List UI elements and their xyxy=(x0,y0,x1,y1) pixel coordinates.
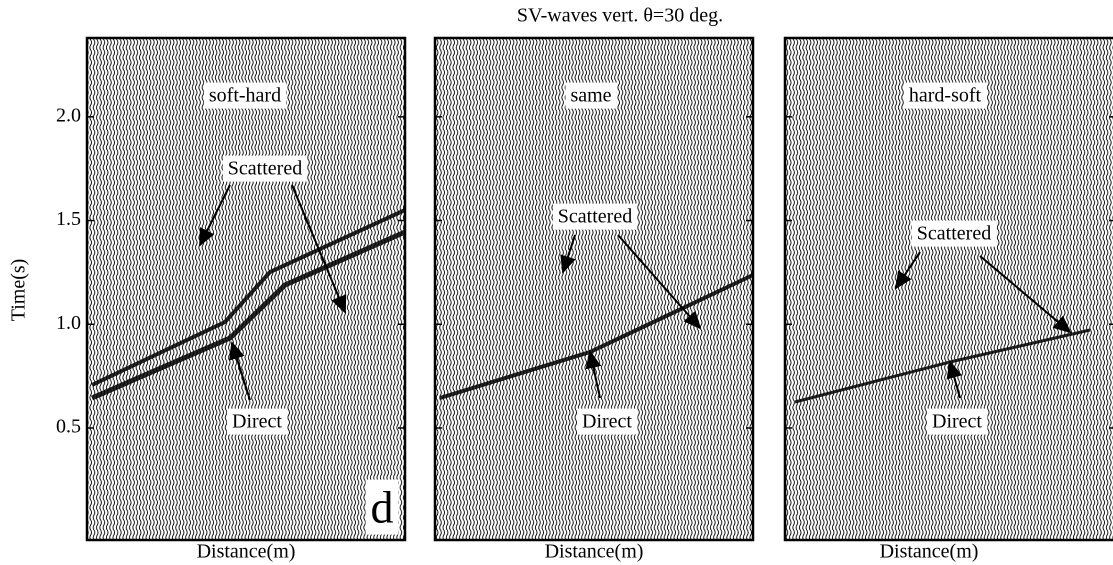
wiggle-traces xyxy=(785,38,1113,540)
x-axis-label: Distance(m) xyxy=(197,541,296,563)
y-tick-label: 1.5 xyxy=(56,208,81,230)
annotation: Direct xyxy=(932,411,982,433)
panel-label: hard-soft xyxy=(909,85,982,107)
wiggle-traces xyxy=(87,38,405,540)
figure: SV-waves vert. θ=30 deg. 0.5 1.0 1.5 2.0 Dis… xyxy=(0,0,1113,565)
panels xyxy=(87,38,1113,540)
x-axis-label: Distance(m) xyxy=(880,541,979,563)
panel-letter: d xyxy=(371,482,394,533)
annotation: Direct xyxy=(582,411,632,433)
wiggle-traces xyxy=(435,38,753,540)
x-axis-label: Distance(m) xyxy=(545,541,644,563)
annotation: Scattered xyxy=(228,158,302,180)
y-axis-label: Time(s) xyxy=(8,259,30,322)
annotation: Scattered xyxy=(558,206,632,228)
annotation: Direct xyxy=(232,411,282,433)
y-tick-label: 1.0 xyxy=(56,312,81,334)
panel-label: soft-hard xyxy=(209,85,281,107)
annotation: Scattered xyxy=(917,223,991,245)
figure-title: SV-waves vert. θ=30 deg. xyxy=(517,5,723,27)
y-tick-label: 0.5 xyxy=(56,416,81,438)
y-tick-label: 2.0 xyxy=(56,104,81,126)
panel-label: same xyxy=(570,85,611,107)
